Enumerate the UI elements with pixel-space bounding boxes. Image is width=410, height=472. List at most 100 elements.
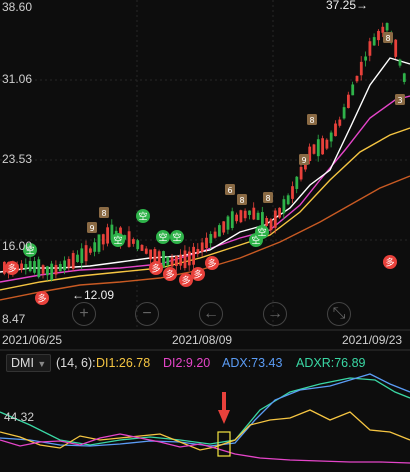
ma-magenta-line <box>0 95 410 283</box>
candle-body <box>80 248 84 264</box>
candle-body <box>136 240 140 250</box>
candle-body <box>239 210 243 223</box>
candle-body <box>97 234 101 252</box>
high-price-annotation: 37.25→ <box>326 0 369 12</box>
count-badge-label: 6 <box>227 186 232 195</box>
zoom-in-button[interactable]: + <box>72 302 96 326</box>
candle-body <box>162 251 165 268</box>
candle-body <box>140 244 144 251</box>
indicator-header: DMI ▼ (14, 6): DI1:26.78 DI2:9.20 ADX:73… <box>0 352 410 374</box>
candle-body <box>58 263 62 272</box>
sell-signal-label: 空 <box>172 232 181 244</box>
candle-body <box>209 234 213 244</box>
count-badge <box>383 32 393 43</box>
candle-body <box>170 257 174 267</box>
buy-signal-icon <box>205 256 219 270</box>
count-badge-label: 8 <box>385 34 390 43</box>
candle-body <box>37 259 41 278</box>
candle-body <box>252 207 256 220</box>
price-label-3: 23.53 <box>2 152 33 166</box>
candle-body <box>218 225 221 237</box>
candle-body <box>359 61 363 76</box>
candle-body <box>299 166 303 180</box>
scroll-left-button[interactable]: ← <box>199 302 223 326</box>
candle-body <box>329 132 333 142</box>
candle-body <box>377 30 380 41</box>
candle-body <box>312 144 316 154</box>
sell-signal-label: 空 <box>113 235 122 247</box>
candle-body <box>101 234 105 245</box>
candle-body <box>235 214 238 222</box>
grid <box>0 0 410 330</box>
di1-value: DI1:26.78 <box>96 356 151 370</box>
price-label-high: 38.60 <box>2 0 33 14</box>
candle-body <box>153 249 157 264</box>
sell-signal-label: 空 <box>25 245 34 257</box>
candle-body <box>179 254 183 266</box>
di2-line <box>0 433 410 464</box>
count-badge <box>87 222 97 233</box>
candle-body <box>364 56 367 61</box>
count-badge <box>99 207 109 218</box>
adxr-line <box>0 377 410 446</box>
buy-signal-icon <box>149 261 163 275</box>
candle-body <box>41 265 45 274</box>
indicator-params: (14, 6): <box>56 356 96 370</box>
candle-body <box>28 260 32 272</box>
candle-body <box>24 264 28 269</box>
adx-line <box>0 373 410 447</box>
buy-signal-label: 多 <box>207 258 216 270</box>
count-badge <box>307 114 317 125</box>
sell-signal-label: 空 <box>257 227 266 239</box>
candle-body <box>71 253 75 269</box>
count-badge-label: 8 <box>101 209 106 218</box>
candle-body <box>278 207 281 218</box>
candle-body <box>192 246 195 265</box>
candle-body <box>84 245 88 262</box>
indicator-select[interactable]: DMI ▼ <box>6 354 52 372</box>
candle-body <box>213 231 217 238</box>
buy-signal-label: 多 <box>37 293 46 305</box>
candle-body <box>372 37 376 46</box>
sell-signal-icon <box>255 225 269 239</box>
sell-signal-icon <box>170 230 184 244</box>
chevron-down-icon: ▼ <box>37 359 47 369</box>
candle-body <box>106 227 109 244</box>
candle-body <box>183 250 187 269</box>
adx-value: ADX:73.43 <box>222 356 283 370</box>
candle-body <box>110 224 114 240</box>
candle-body <box>347 94 350 108</box>
candle-body <box>342 107 346 119</box>
candle-body <box>175 256 178 266</box>
candle-body <box>230 211 234 228</box>
candle-body <box>265 217 269 226</box>
price-label-low: 8.47 <box>2 312 26 326</box>
fullscreen-button[interactable]: ⤡ <box>327 302 351 326</box>
candle-body <box>33 261 36 273</box>
candle-body <box>46 266 49 276</box>
count-badge-label: 9 <box>301 156 306 165</box>
low-price-annotation: ←12.09 <box>72 288 115 302</box>
date-label-start: 2021/06/25 <box>2 333 63 347</box>
candle-body <box>351 84 355 96</box>
candle-body <box>63 260 66 271</box>
candle-body <box>282 199 286 214</box>
indicator-axis-value: 44.32 <box>4 410 35 424</box>
candle-body <box>226 216 230 230</box>
candle-body <box>50 263 54 281</box>
candles <box>3 22 406 282</box>
candle-body <box>93 242 97 252</box>
sell-signal-label: 空 <box>158 232 167 244</box>
count-badge <box>225 184 235 195</box>
zoom-out-button[interactable]: − <box>135 302 159 326</box>
sell-signal-label: 空 <box>138 211 147 223</box>
date-label-mid: 2021/08/09 <box>172 333 233 347</box>
adxr-value: ADXR:76.89 <box>296 356 366 370</box>
candle-body <box>248 210 251 215</box>
candle-body <box>166 256 170 265</box>
scroll-right-button[interactable]: → <box>263 302 287 326</box>
buy-signal-label: 多 <box>193 269 202 281</box>
sell-signal-icon <box>156 230 170 244</box>
candle-body <box>325 139 329 149</box>
